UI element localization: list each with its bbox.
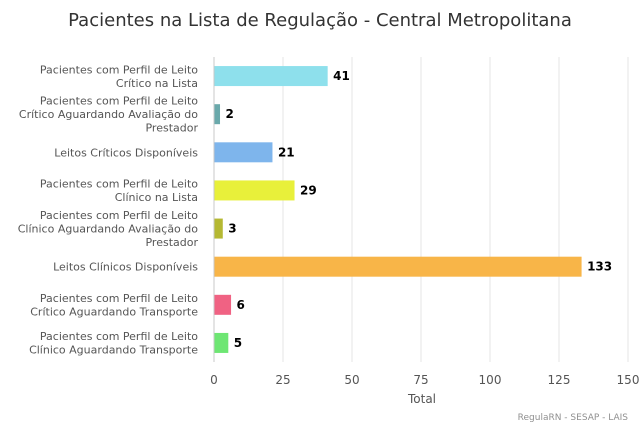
bar[interactable]	[214, 218, 223, 239]
bar[interactable]	[214, 142, 273, 163]
data-labels: 41 2 21 29 3 133 6 5	[226, 69, 613, 350]
data-label: 21	[278, 145, 295, 159]
category-label: Pacientes com Perfil de Leito Crítico na …	[40, 63, 198, 90]
grid-lines	[213, 57, 629, 362]
x-tick-label: 0	[210, 373, 218, 387]
bar[interactable]	[214, 66, 328, 87]
category-label: Pacientes com Perfil de Leito Clínico Agu…	[29, 330, 198, 357]
category-label: Pacientes com Perfil de Leito Crítico Agu…	[30, 292, 198, 319]
x-tick-label: 25	[275, 373, 290, 387]
data-label: 2	[226, 107, 234, 121]
x-axis-title: Total	[407, 392, 436, 406]
data-label: 3	[228, 222, 236, 236]
category-label: Pacientes com Perfil de Leito Clínico Agu…	[18, 209, 199, 249]
x-tick-label: 75	[413, 373, 428, 387]
category-label: Pacientes com Perfil de Leito Crítico Agu…	[19, 95, 199, 135]
bar[interactable]	[214, 256, 582, 277]
x-tick-labels: 0 25 50 75 100 125 150	[210, 373, 639, 387]
data-label: 29	[300, 183, 317, 197]
x-tick-label: 125	[548, 373, 571, 387]
data-label: 133	[587, 260, 612, 274]
data-label: 41	[333, 69, 350, 83]
bar[interactable]	[214, 294, 232, 315]
data-label: 6	[237, 298, 245, 312]
chart-title: Pacientes na Lista de Regulação - Centra…	[68, 10, 572, 31]
bar[interactable]	[214, 180, 295, 201]
data-label: 5	[234, 336, 242, 350]
x-tick-label: 150	[617, 373, 639, 387]
category-label: Leitos Clínicos Disponíveis	[53, 261, 198, 274]
credit-text[interactable]: RegulaRN - SESAP - LAIS	[518, 413, 629, 423]
bars	[214, 66, 582, 353]
category-label: Pacientes com Perfil de Leito Clínico na …	[40, 178, 198, 205]
bar[interactable]	[214, 332, 229, 353]
x-tick-label: 100	[479, 373, 502, 387]
category-label: Leitos Críticos Disponíveis	[54, 146, 198, 159]
x-tick-label: 50	[344, 373, 359, 387]
category-labels: Pacientes com Perfil de Leito Crítico na …	[18, 63, 199, 356]
bar[interactable]	[214, 104, 221, 125]
